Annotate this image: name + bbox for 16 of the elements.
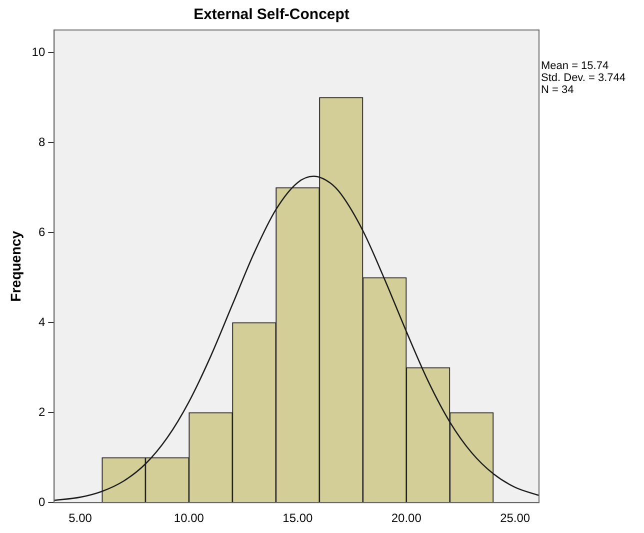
x-tick-label: 15.00 — [282, 511, 313, 526]
x-tick-label: 20.00 — [391, 511, 422, 526]
x-tick-label: 5.00 — [68, 511, 92, 526]
text: N = 34 — [541, 84, 575, 96]
text: Mean = 15.74 — [541, 60, 610, 72]
chart-title: External Self-Concept — [194, 6, 350, 24]
y-tick-label: 8 — [38, 134, 46, 149]
y-axis-title: Frequency — [7, 230, 24, 302]
x-tick-label: 10.00 — [174, 511, 204, 526]
y-tick-label: 2 — [38, 404, 46, 419]
x-tick-label: 25.00 — [500, 511, 530, 526]
y-tick-label: 6 — [38, 224, 46, 239]
y-tick-label: 0 — [38, 494, 46, 509]
y-tick-label: 4 — [38, 314, 46, 329]
y-tick-label: 10 — [32, 44, 46, 59]
text: Std. Dev. = 3.744 — [541, 72, 626, 84]
